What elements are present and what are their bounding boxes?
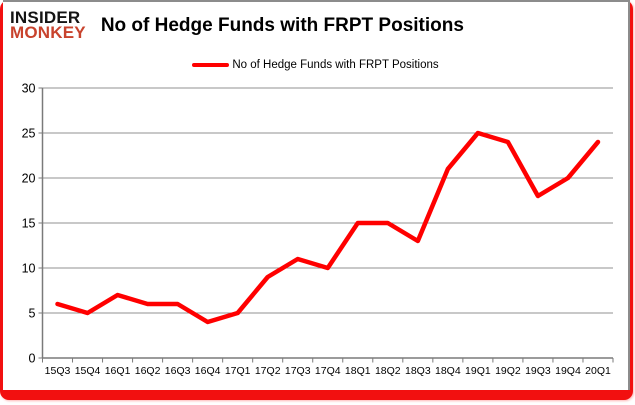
y-tick-label-20: 20 (22, 172, 36, 186)
logo-line-insider: INSIDER (10, 8, 81, 27)
chart-title: No of Hedge Funds with FRPT Positions (100, 15, 464, 36)
x-tick-label-17Q4: 17Q4 (315, 365, 341, 377)
x-tick-label-16Q3: 16Q3 (165, 365, 191, 377)
x-tick-label-19Q2: 19Q2 (495, 365, 521, 377)
x-tick-label-18Q4: 18Q4 (435, 365, 461, 377)
x-tick-label-19Q4: 19Q4 (555, 365, 581, 377)
y-tick-label-25: 25 (22, 127, 36, 141)
legend-label: No of Hedge Funds with FRPT Positions (232, 59, 439, 71)
x-tick-label-19Q1: 19Q1 (465, 365, 491, 377)
x-tick-label-15Q4: 15Q4 (75, 365, 101, 377)
x-tick-label-16Q4: 16Q4 (195, 365, 221, 377)
chart-header: INSIDER MONKEY No of Hedge Funds with FR… (10, 7, 464, 41)
y-tick-label-5: 5 (29, 307, 36, 321)
insider-monkey-logo: INSIDER MONKEY (10, 8, 86, 42)
y-tick-label-0: 0 (29, 352, 36, 366)
x-tick-label-15Q3: 15Q3 (45, 365, 71, 377)
x-tick-label-18Q2: 18Q2 (375, 365, 401, 377)
chart-card: INSIDER MONKEY No of Hedge Funds with FR… (3, 0, 630, 390)
legend: No of Hedge Funds with FRPT Positions (3, 59, 628, 71)
x-tick-label-18Q1: 18Q1 (345, 365, 371, 377)
logo-line-monkey: MONKEY (10, 22, 86, 42)
x-tick-label-18Q3: 18Q3 (405, 365, 431, 377)
series-line (55, 130, 601, 325)
y-tick-label-15: 15 (22, 217, 36, 231)
x-tick-label-17Q2: 17Q2 (255, 365, 281, 377)
x-tick-label-20Q1: 20Q1 (585, 365, 611, 377)
x-tick-label-16Q2: 16Q2 (135, 365, 161, 377)
x-tick-label-16Q1: 16Q1 (105, 365, 131, 377)
x-tick-label-17Q1: 17Q1 (225, 365, 251, 377)
x-tick-label-17Q3: 17Q3 (285, 365, 311, 377)
y-tick-label-30: 30 (22, 82, 36, 96)
x-tick-label-19Q3: 19Q3 (525, 365, 551, 377)
legend-line-swatch (192, 63, 230, 67)
y-tick-label-10: 10 (22, 262, 36, 276)
